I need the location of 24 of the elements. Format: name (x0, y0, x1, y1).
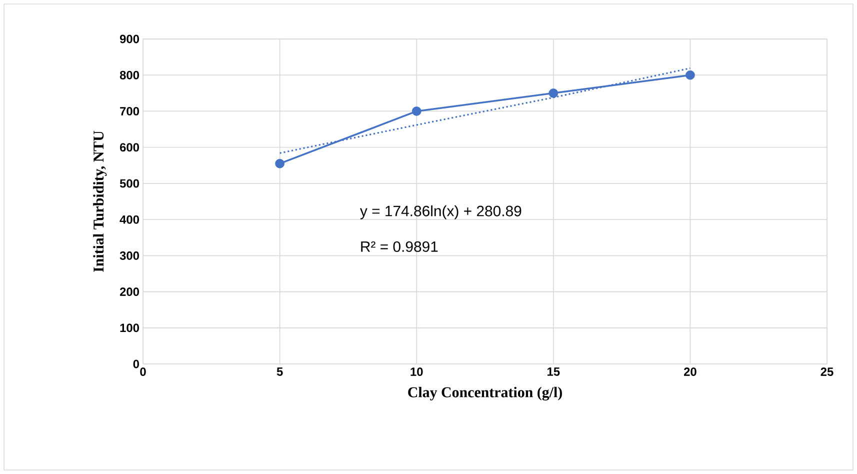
x-tick-label: 20 (684, 368, 696, 376)
x-tick-label: 25 (820, 368, 834, 376)
y-axis-title: Initial Turbidity, NTU (93, 130, 107, 272)
annotation: y = 174.86ln(x) + 280.89 (360, 205, 522, 220)
y-tick-label: 900 (120, 34, 139, 44)
y-tick-label: 800 (120, 70, 139, 80)
point (548, 88, 558, 98)
y-tick-label: 100 (120, 324, 139, 332)
y-tick-label: 700 (120, 106, 139, 116)
x-tick-label: 15 (548, 368, 560, 376)
y-tick-label: 200 (120, 288, 139, 296)
point (412, 106, 422, 116)
y-tick-label: 500 (120, 179, 139, 188)
point (275, 158, 284, 168)
x-axis-title: Clay Concentration (g/l) (408, 386, 562, 400)
y-tick-label: 600 (120, 143, 139, 152)
point (686, 70, 695, 80)
x-tick-label: 10 (410, 368, 423, 376)
x-tick-label: 5 (276, 368, 283, 376)
y-tick-label: 0 (133, 360, 139, 368)
y-tick-label: 300 (120, 251, 139, 260)
y-tick-label: 400 (120, 215, 139, 224)
x-tick-label: 0 (140, 368, 146, 376)
annotation: R² = 0.9891 (361, 241, 438, 252)
